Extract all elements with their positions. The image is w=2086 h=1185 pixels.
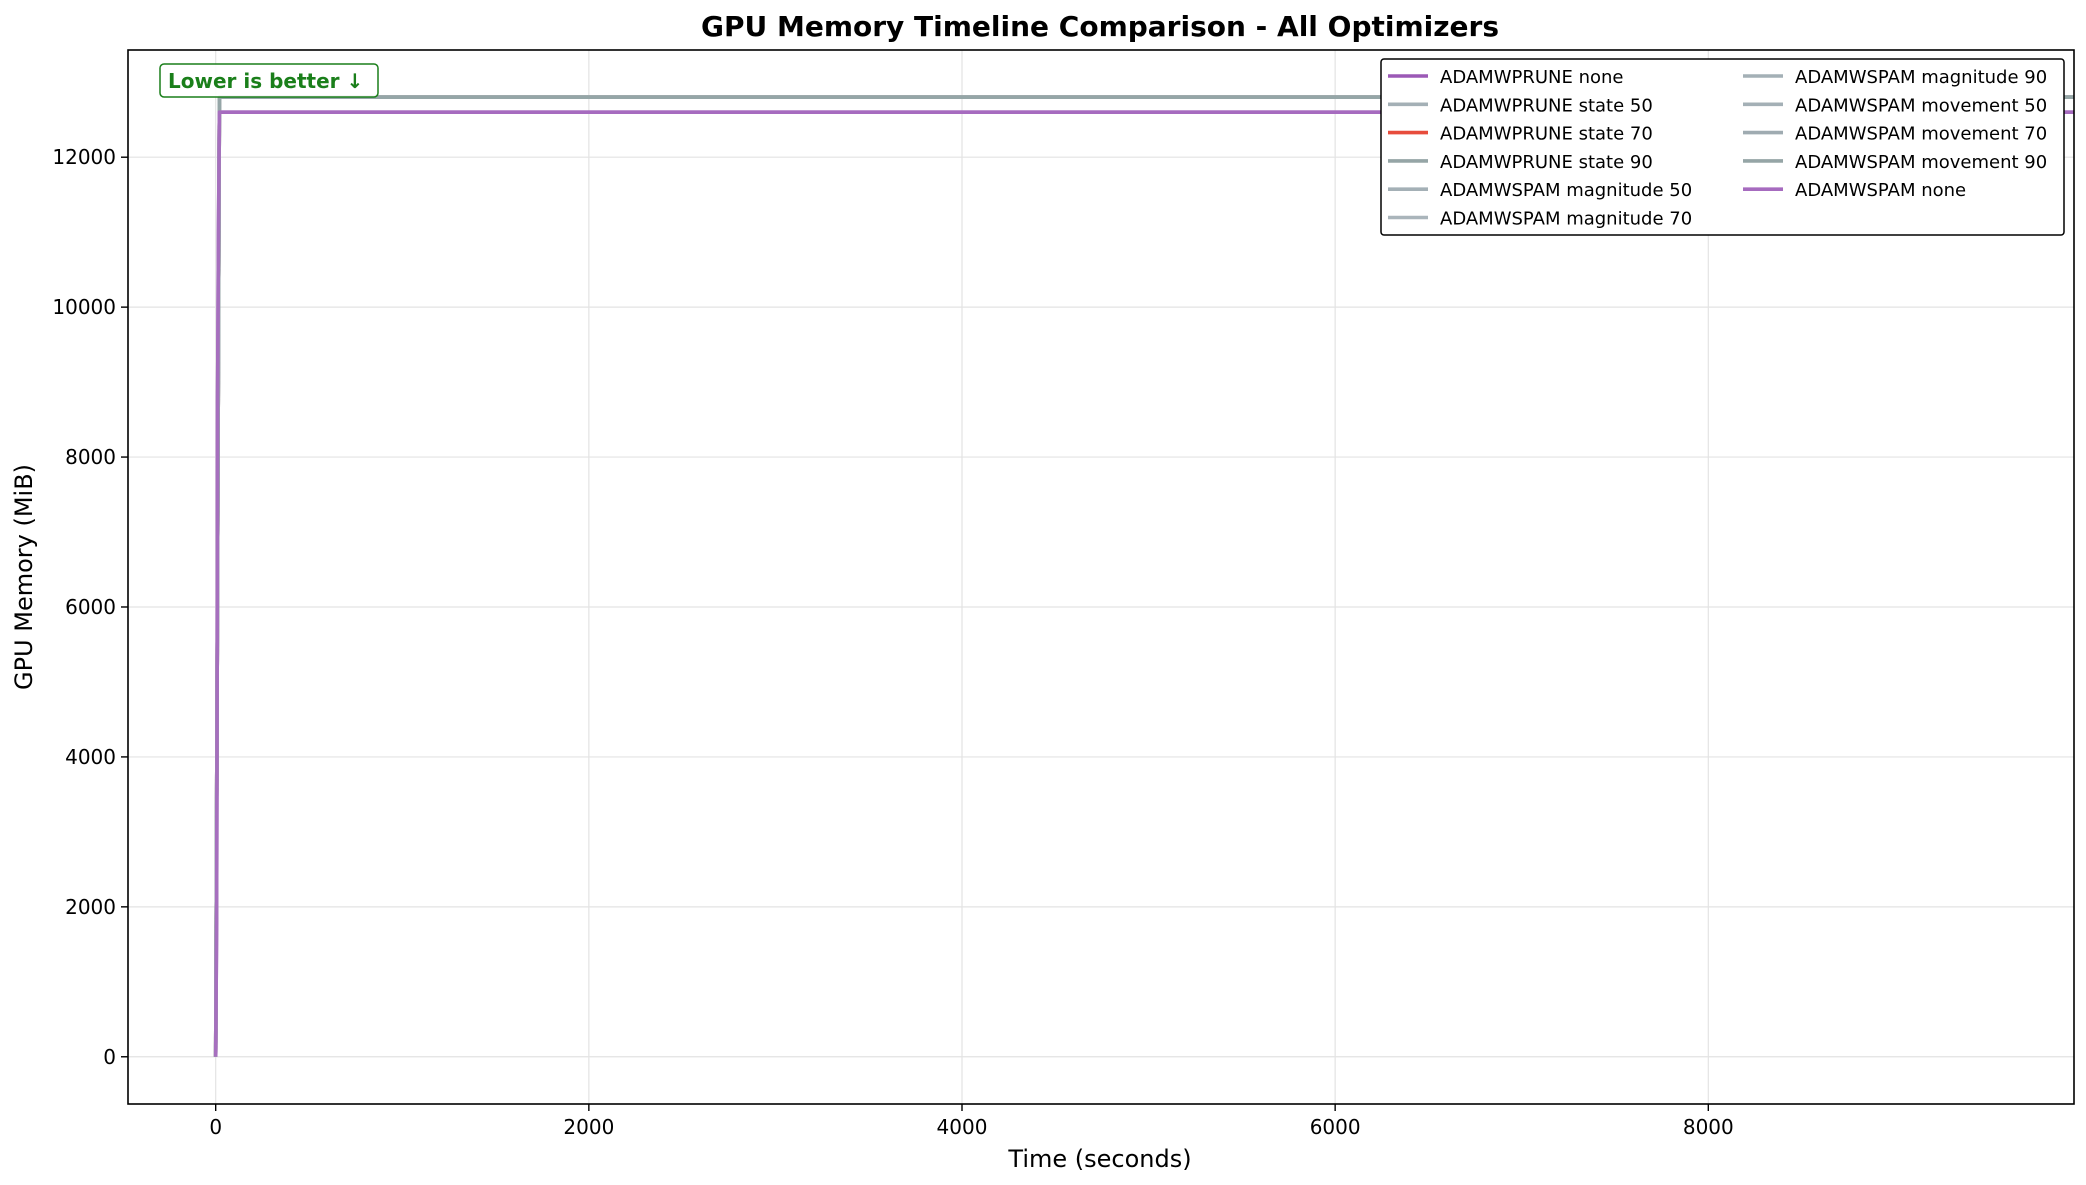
legend-label: ADAMWSPAM none xyxy=(1795,180,1966,201)
x-axis-ticks: 0 2000 4000 6000 8000 xyxy=(209,1104,1734,1139)
annotation-box: Lower is better ↓ xyxy=(159,63,379,98)
y-tick-label: 6000 xyxy=(65,595,116,619)
legend-label: ADAMWSPAM magnitude 90 xyxy=(1795,67,2047,88)
series-line-10 xyxy=(213,110,2074,1057)
y-tick-label: 0 xyxy=(103,1045,116,1069)
legend-label: ADAMWSPAM magnitude 70 xyxy=(1440,209,1692,230)
plot-frame xyxy=(127,49,2075,1105)
x-tick-label: 6000 xyxy=(1310,1115,1361,1139)
y-tick-label: 12000 xyxy=(52,145,116,169)
y-tick-label: 8000 xyxy=(65,445,116,469)
chart-title: GPU Memory Timeline Comparison - All Opt… xyxy=(701,10,1499,43)
y-axis-label: GPU Memory (MiB) xyxy=(10,464,38,690)
legend-label: ADAMWSPAM movement 50 xyxy=(1795,95,2047,116)
x-tick-label: 2000 xyxy=(563,1115,614,1139)
x-tick-label: 0 xyxy=(209,1115,222,1139)
legend: ADAMWPRUNE none ADAMWPRUNE state 50 ADAMWP… xyxy=(1380,58,2065,236)
x-axis-label: Time (seconds) xyxy=(1007,1145,1191,1173)
y-axis-ticks: 0 2000 4000 6000 8000 10000 12000 xyxy=(52,145,128,1069)
legend-label: ADAMWPRUNE state 70 xyxy=(1440,124,1653,145)
x-tick-label: 4000 xyxy=(937,1115,988,1139)
annotation-frame xyxy=(159,63,379,98)
annotation-text: Lower is better ↓ xyxy=(168,69,363,93)
legend-label: ADAMWPRUNE state 90 xyxy=(1440,152,1653,173)
legend-label: ADAMWSPAM magnitude 50 xyxy=(1440,180,1692,201)
legend-label: ADAMWPRUNE none xyxy=(1440,67,1624,88)
legend-label: ADAMWSPAM movement 70 xyxy=(1795,124,2047,145)
y-tick-label: 4000 xyxy=(65,745,116,769)
legend-label: ADAMWSPAM movement 90 xyxy=(1795,152,2047,173)
x-tick-label: 8000 xyxy=(1683,1115,1734,1139)
y-tick-label: 2000 xyxy=(65,895,116,919)
legend-frame xyxy=(1380,58,2065,236)
legend-label: ADAMWPRUNE state 50 xyxy=(1440,95,1653,116)
y-tick-label: 10000 xyxy=(52,295,116,319)
grid xyxy=(128,50,2074,1104)
